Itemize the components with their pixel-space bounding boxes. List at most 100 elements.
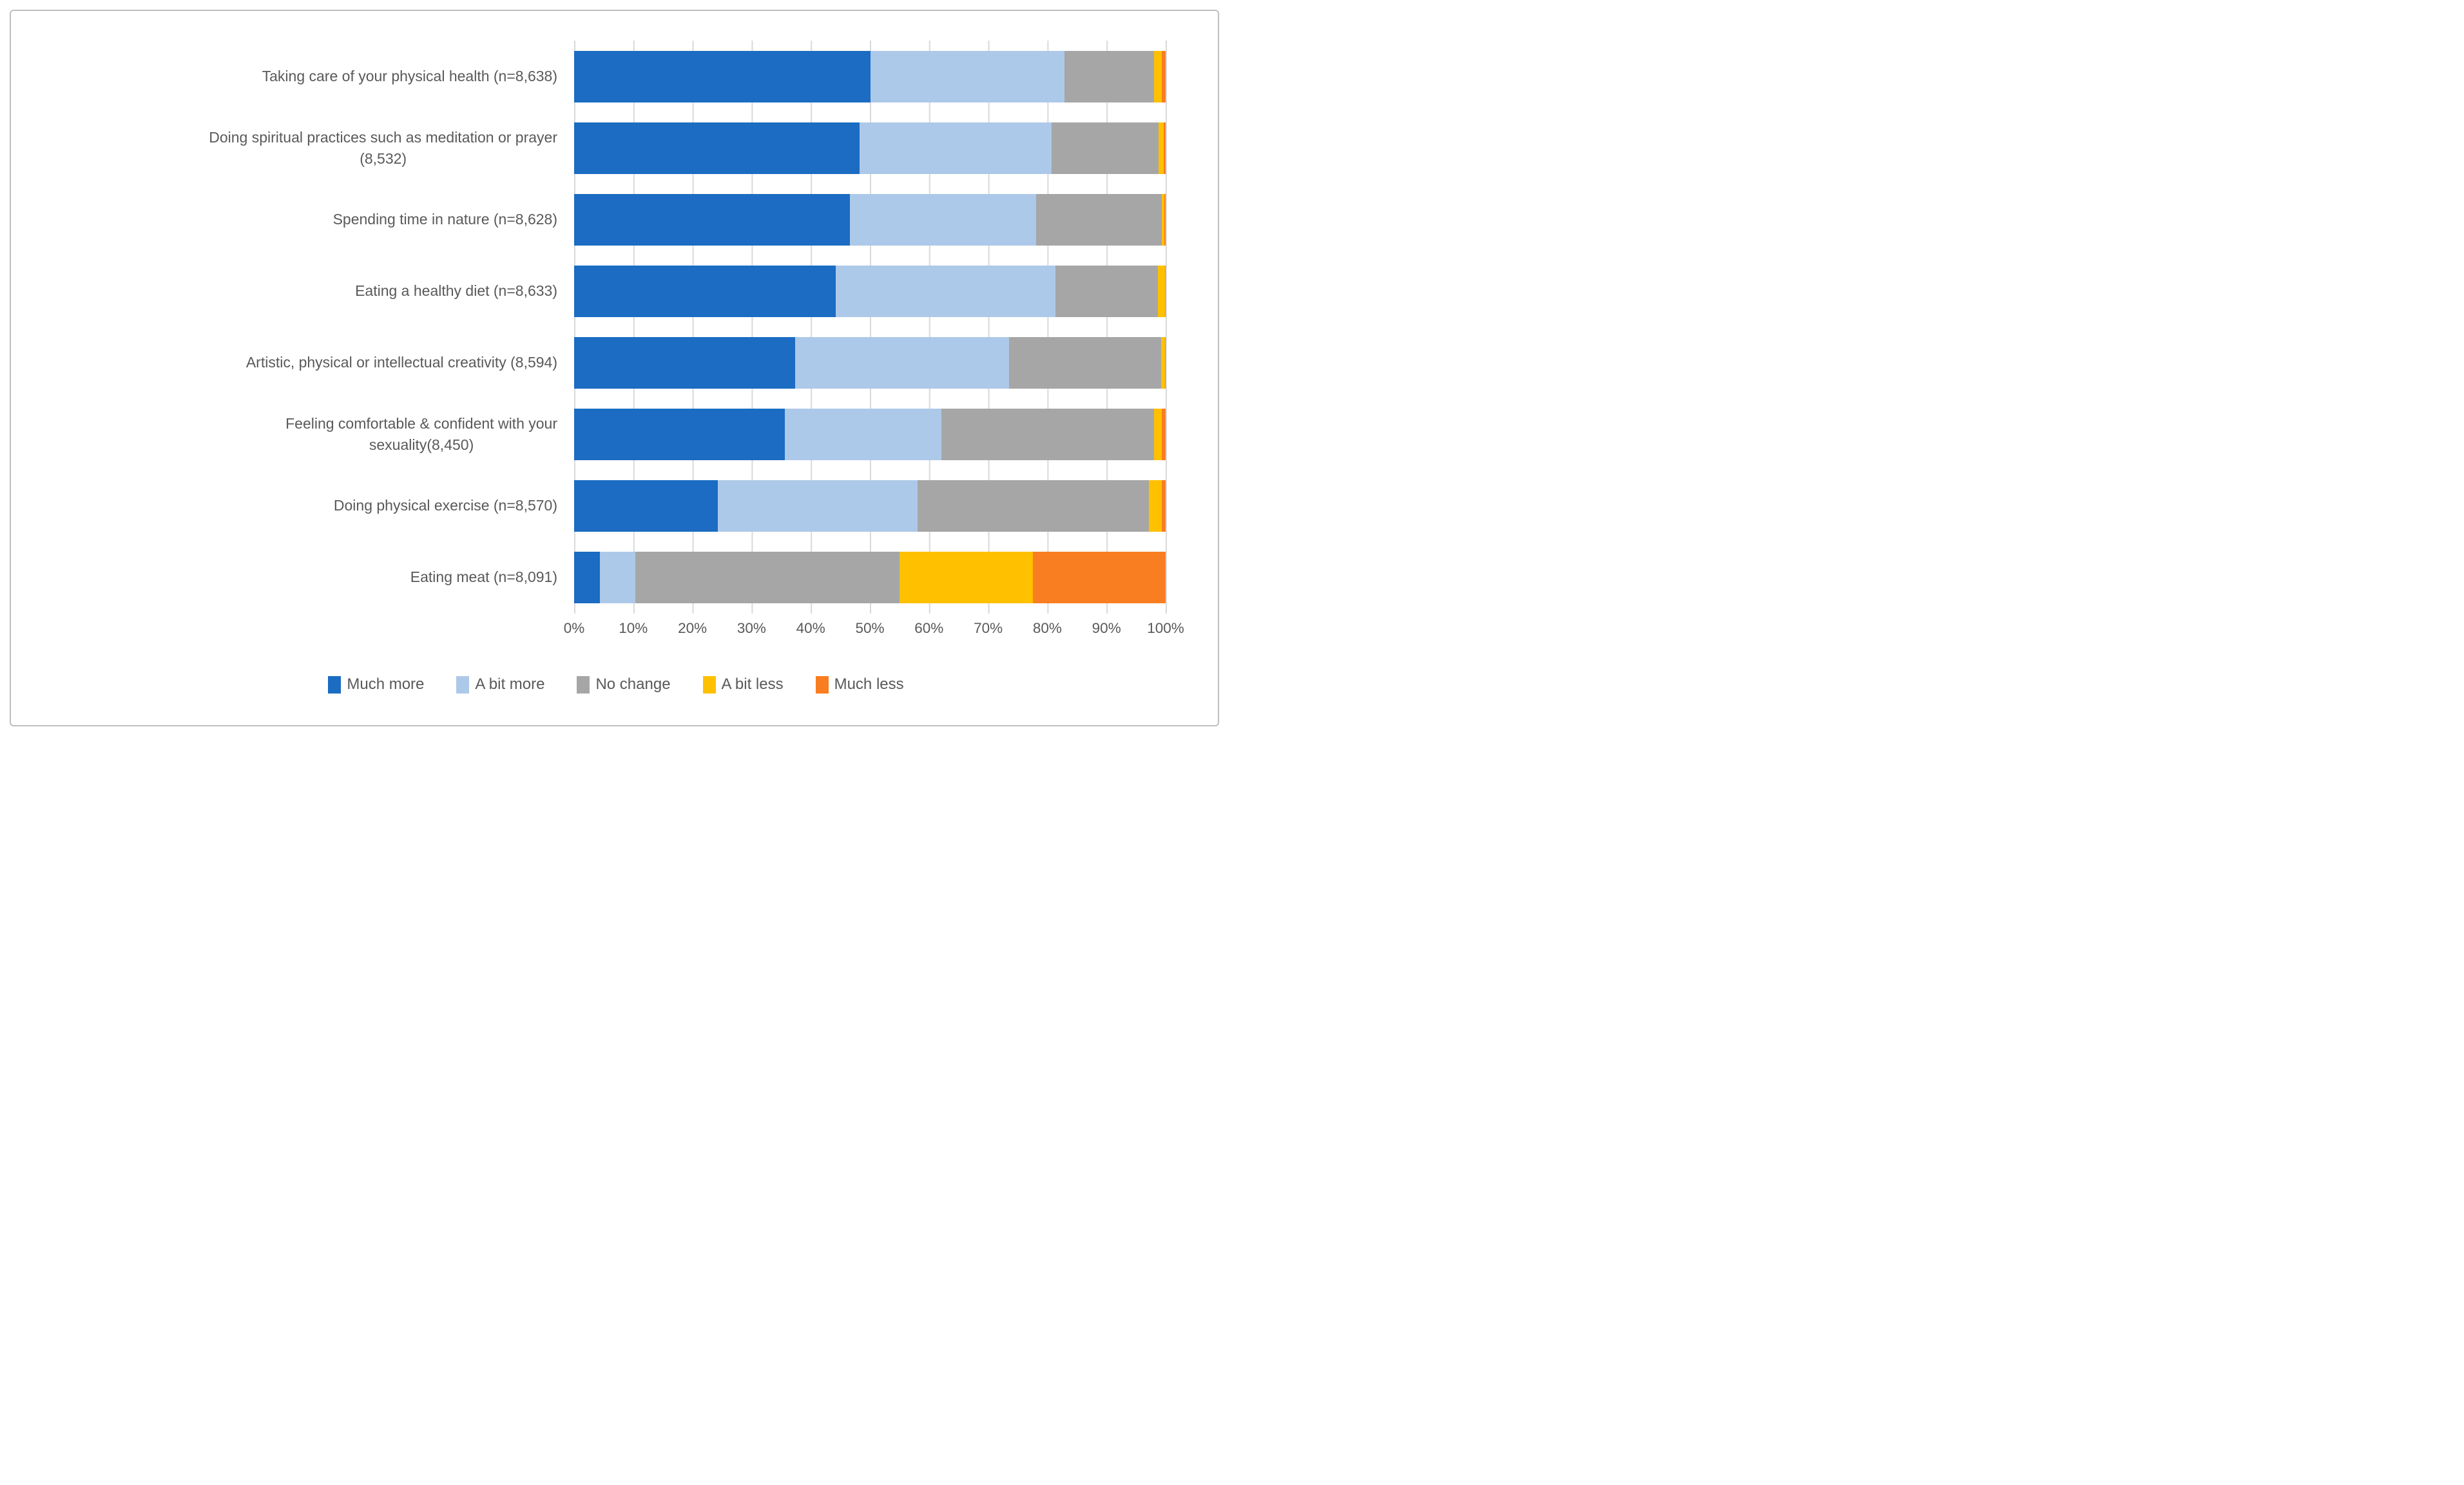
bar-segment-a-bit-more: [860, 122, 1052, 174]
bar-segment-much-more: [574, 552, 601, 604]
bar-segment-a-bit-more: [784, 409, 942, 461]
x-axis-tick-label: 0%: [563, 620, 585, 636]
bar-segment-no-change: [918, 480, 1150, 532]
bar-segment-much-less: [1165, 337, 1166, 389]
legend-label: No change: [595, 675, 671, 693]
bar-segment-much-more: [574, 337, 796, 389]
category-label-text: Taking care of your physical health (n=8…: [262, 68, 557, 85]
legend-swatch-a-bit-more: [456, 675, 470, 694]
bar-segment-no-change: [941, 409, 1154, 461]
bar-row: [574, 542, 1166, 614]
stacked-bar: [574, 122, 1166, 174]
x-axis-tick-label: 70%: [974, 620, 1003, 636]
bar-segment-a-bit-less: [1161, 193, 1165, 246]
category-label: Doing physical exercise (n=8,570): [19, 470, 557, 541]
legend-label: A bit more: [475, 675, 545, 693]
bar-row: [574, 327, 1166, 399]
stacked-bar: [574, 409, 1166, 461]
bar-segment-no-change: [1008, 337, 1161, 389]
bar-segment-a-bit-more: [795, 337, 1009, 389]
bar-segment-no-change: [1051, 122, 1159, 174]
x-axis-tick-label: 40%: [796, 620, 825, 636]
legend-label: Much more: [347, 675, 425, 693]
bar-segment-much-more: [574, 265, 836, 317]
category-label: Eating meat (n=8,091): [19, 541, 557, 613]
bar-row: [574, 184, 1166, 255]
legend-label: A bit less: [721, 675, 784, 693]
stacked-bar: [574, 193, 1166, 246]
bar-segment-a-bit-less: [1153, 409, 1162, 461]
bar-segment-a-bit-less: [1149, 480, 1162, 532]
category-label-text: Artistic, physical or intellectual creat…: [245, 354, 557, 371]
category-label: Spending time in nature (n=8,628): [19, 184, 557, 255]
bar-segment-much-less: [1161, 50, 1166, 102]
bar-segment-much-more: [574, 50, 871, 102]
stacked-bar: [574, 552, 1166, 604]
bar-row: [574, 399, 1166, 471]
bar-segment-no-change: [1064, 50, 1154, 102]
bar-segment-much-less: [1164, 193, 1166, 246]
legend-swatch-no-change: [577, 675, 590, 694]
bar-segment-much-more: [574, 122, 860, 174]
bar-segment-much-less: [1165, 265, 1166, 317]
x-axis-tick-label: 60%: [914, 620, 944, 636]
bar-segment-a-bit-less: [1158, 122, 1164, 174]
bar-segment-no-change: [1055, 265, 1159, 317]
legend-item-a-bit-more: A bit more: [456, 675, 544, 694]
category-label: Feeling comfortable & confident with you…: [19, 398, 557, 470]
x-axis-tick-label: 50%: [855, 620, 885, 636]
legend-item-no-change: No change: [577, 675, 671, 694]
legend-item-much-less: Much less: [815, 675, 904, 694]
bar-segment-much-less: [1162, 480, 1166, 532]
bar-segment-a-bit-more: [849, 193, 1036, 246]
x-axis-tick-label: 20%: [678, 620, 707, 636]
legend-swatch-a-bit-less: [702, 675, 716, 694]
x-axis-tick-label: 80%: [1032, 620, 1062, 636]
category-label-text: Spending time in nature (n=8,628): [332, 211, 557, 228]
bar-segment-much-more: [574, 193, 850, 246]
stacked-bar: [574, 337, 1166, 389]
bar-row: [574, 471, 1166, 542]
bar-segment-no-change: [1035, 193, 1162, 246]
bar-row: [574, 41, 1166, 112]
category-label-text: Doing physical exercise (n=8,570): [333, 497, 557, 514]
bar-segment-a-bit-less: [1153, 50, 1162, 102]
legend-label: Much less: [834, 675, 904, 693]
bar-segment-much-less: [1161, 409, 1166, 461]
category-label-text: Doing spiritual practices such as medita…: [209, 129, 557, 167]
category-label-text: Eating meat (n=8,091): [410, 568, 557, 586]
bar-segment-much-less: [1164, 122, 1166, 174]
plot-area: [574, 41, 1167, 614]
category-label: Artistic, physical or intellectual creat…: [19, 327, 557, 398]
bar-segment-much-more: [574, 480, 718, 532]
stacked-bar: [574, 50, 1166, 102]
bar-segment-a-bit-more: [835, 265, 1056, 317]
stacked-bar: [574, 480, 1166, 532]
bar-segment-a-bit-less: [1160, 337, 1166, 389]
bar-segment-a-bit-more: [718, 480, 918, 532]
legend-item-a-bit-less: A bit less: [702, 675, 784, 694]
bar-segment-a-bit-more: [600, 552, 635, 604]
category-label-text: Feeling comfortable & confident with you…: [285, 415, 557, 453]
legend-swatch-much-less: [815, 675, 829, 694]
category-label: Doing spiritual practices such as medita…: [19, 112, 557, 184]
stacked-bar: [574, 265, 1166, 317]
bar-segment-much-less: [1033, 552, 1166, 604]
bar-segment-a-bit-more: [870, 50, 1064, 102]
category-label-text: Eating a healthy diet (n=8,633): [355, 282, 557, 300]
bar-row: [574, 112, 1166, 184]
legend-item-much-more: Much more: [328, 675, 424, 694]
bar-segment-no-change: [635, 552, 900, 604]
legend: Much more A bit more No change A bit les…: [0, 675, 1232, 694]
x-axis-tick-label: 10%: [619, 620, 648, 636]
legend-swatch-much-more: [328, 675, 342, 694]
category-label: Eating a healthy diet (n=8,633): [19, 255, 557, 327]
x-axis-tick-label: 100%: [1147, 620, 1184, 636]
bar-row: [574, 255, 1166, 327]
category-label: Taking care of your physical health (n=8…: [19, 41, 557, 112]
bar-segment-a-bit-less: [899, 552, 1034, 604]
x-axis-tick-label: 90%: [1092, 620, 1121, 636]
bar-segment-a-bit-less: [1158, 265, 1166, 317]
stacked-bar-chart-figure: Taking care of your physical health (n=8…: [0, 0, 1232, 742]
x-axis-tick-label: 30%: [736, 620, 766, 636]
